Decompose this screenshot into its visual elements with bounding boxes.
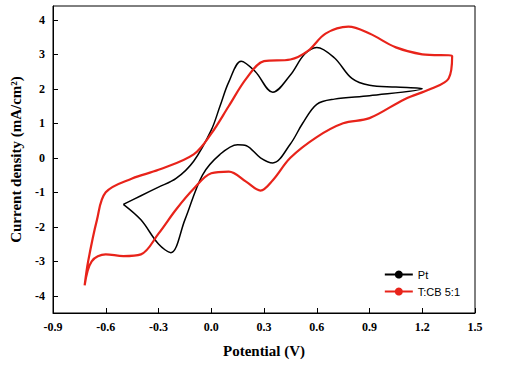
svg-text:-0.6: -0.6: [96, 320, 115, 334]
svg-text:0.9: 0.9: [362, 320, 377, 334]
svg-text:Current density (mA/cm²): Current density (mA/cm²): [8, 76, 25, 243]
svg-text:Pt: Pt: [418, 269, 428, 281]
svg-text:-0.3: -0.3: [149, 320, 168, 334]
svg-text:4: 4: [39, 13, 45, 27]
svg-text:-4: -4: [35, 289, 45, 303]
svg-text:3: 3: [39, 47, 45, 61]
svg-text:1.5: 1.5: [468, 320, 483, 334]
svg-text:1: 1: [39, 116, 45, 130]
svg-text:T:CB 5:1: T:CB 5:1: [418, 286, 460, 298]
svg-text:-3: -3: [35, 254, 45, 268]
svg-text:0.6: 0.6: [309, 320, 324, 334]
svg-text:0.3: 0.3: [257, 320, 272, 334]
svg-text:2: 2: [39, 82, 45, 96]
svg-text:Potential (V): Potential (V): [223, 343, 305, 360]
svg-text:1.2: 1.2: [415, 320, 430, 334]
svg-text:-1: -1: [35, 185, 45, 199]
svg-text:-0.9: -0.9: [44, 320, 63, 334]
svg-text:0.0: 0.0: [204, 320, 219, 334]
svg-text:0: 0: [39, 151, 45, 165]
svg-text:-2: -2: [35, 220, 45, 234]
